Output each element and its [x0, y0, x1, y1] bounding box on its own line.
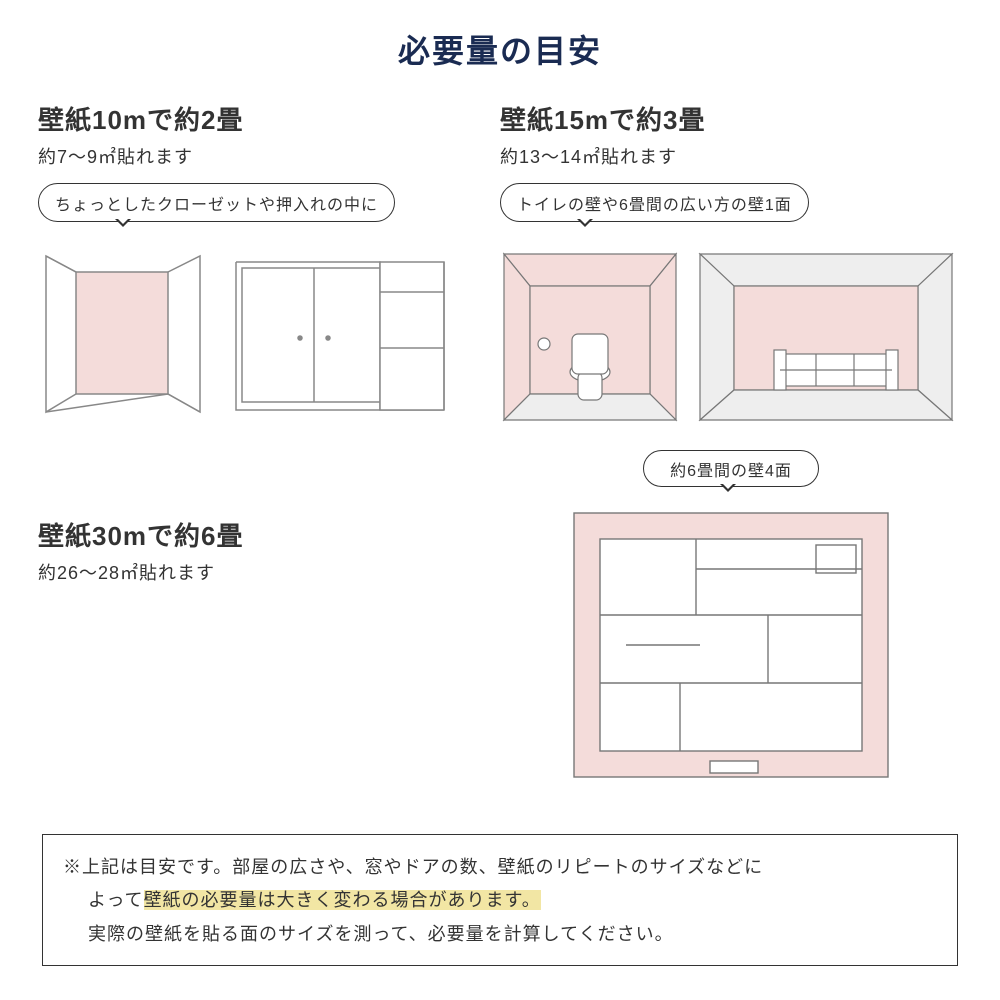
section-15m-title: 壁紙15mで約3畳 — [500, 100, 962, 137]
section-10m-title: 壁紙10mで約2畳 — [38, 100, 500, 137]
section-15m-illustration — [500, 244, 962, 424]
section-10m-bubble: ちょっとしたクローゼットや押入れの中に — [38, 183, 395, 222]
disclaimer-line2: よって壁紙の必要量は大きく変わる場合があります。 — [63, 884, 937, 917]
closet-open-icon — [38, 244, 208, 424]
disclaimer-box: ※上記は目安です。部屋の広さや、窓やドアの数、壁紙のリピートのサイズなどに よっ… — [42, 834, 958, 966]
sections-grid: 壁紙10mで約2畳 約7～9㎡貼れます ちょっとしたクローゼットや押入れの中に — [0, 96, 1000, 789]
section-30m-sub: 約26～28㎡貼れます — [38, 559, 500, 585]
section-30m-bubble: 約6畳間の壁4面 — [643, 450, 819, 487]
section-15m-bubble: トイレの壁や6畳間の広い方の壁1面 — [500, 183, 809, 222]
toilet-room-icon — [500, 244, 680, 424]
section-10m: 壁紙10mで約2畳 約7～9㎡貼れます ちょっとしたクローゼットや押入れの中に — [38, 96, 500, 428]
closet-sliding-icon — [224, 244, 454, 424]
section-30m-illus-cell: 約6畳間の壁4面 — [500, 446, 962, 789]
section-15m: 壁紙15mで約3畳 約13～14㎡貼れます トイレの壁や6畳間の広い方の壁1面 — [500, 96, 962, 428]
disclaimer-line1: ※上記は目安です。部屋の広さや、窓やドアの数、壁紙のリピートのサイズなどに — [63, 851, 937, 884]
page-title: 必要量の目安 — [0, 0, 1000, 72]
section-15m-sub: 約13～14㎡貼れます — [500, 143, 962, 169]
section-10m-sub: 約7～9㎡貼れます — [38, 143, 500, 169]
room-topview-icon — [566, 505, 896, 785]
section-10m-illustration — [38, 244, 500, 424]
disclaimer-line3: 実際の壁紙を貼る面のサイズを測って、必要量を計算してください。 — [63, 918, 937, 951]
section-30m-illustration — [500, 505, 962, 785]
section-30m: 壁紙30mで約6畳 約26～28㎡貼れます — [38, 446, 500, 789]
living-wall-icon — [696, 244, 956, 424]
section-30m-title: 壁紙30mで約6畳 — [38, 516, 500, 553]
disclaimer-highlight: 壁紙の必要量は大きく変わる場合があります。 — [144, 890, 541, 910]
